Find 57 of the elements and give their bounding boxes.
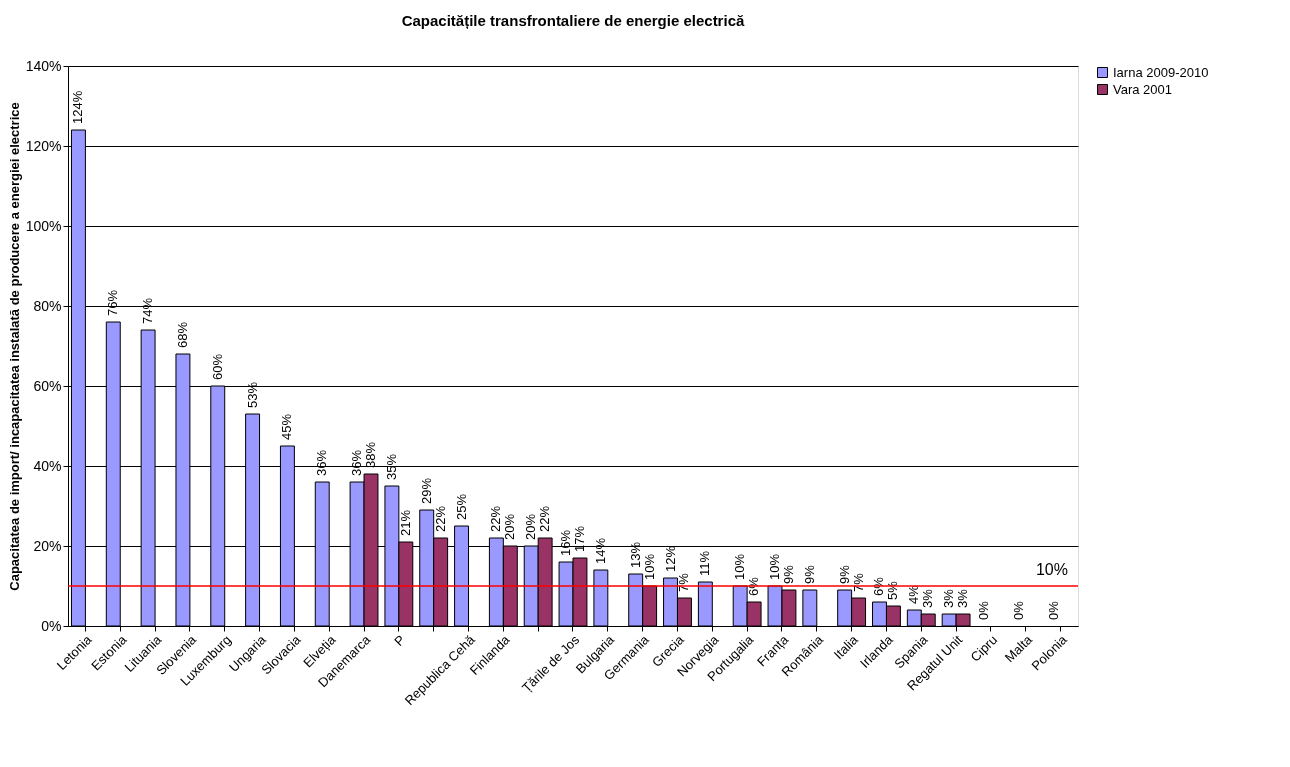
data-label: 45% (279, 413, 295, 440)
data-label: 16% (558, 529, 574, 556)
data-label: 9% (836, 564, 852, 584)
data-label: 3% (955, 588, 971, 608)
data-label: 9% (801, 564, 817, 584)
data-label: 4% (906, 584, 922, 604)
data-label: 0% (1045, 600, 1061, 620)
legend-label: Iarna 2009-2010 (1113, 64, 1209, 80)
data-label: 0% (975, 600, 991, 620)
data-label: 124% (70, 90, 86, 124)
data-label: 12% (662, 545, 678, 572)
data-label: 38% (363, 441, 378, 468)
data-label: 7% (850, 572, 866, 592)
data-label: 20% (523, 513, 539, 540)
data-label: 20% (502, 513, 518, 540)
data-label: 60% (209, 353, 225, 380)
data-label: 5% (885, 580, 901, 600)
data-label: 74% (140, 297, 156, 324)
y-tick-label: 100% (25, 217, 62, 234)
y-tick-label: 40% (33, 457, 62, 474)
ref-line-label: 10% (1035, 561, 1068, 578)
data-label: 0% (1010, 600, 1026, 620)
data-label: 6% (871, 576, 887, 596)
data-label: 36% (314, 449, 330, 476)
data-label: 35% (383, 453, 399, 480)
y-tick-label: 80% (33, 297, 62, 314)
data-label: 29% (418, 477, 434, 504)
y-tick-label: 60% (33, 377, 62, 394)
data-label: 14% (592, 537, 608, 564)
y-tick-label: 140% (25, 57, 62, 74)
data-label: 3% (920, 588, 936, 608)
data-label: 6% (746, 576, 762, 596)
y-tick-label: 20% (33, 537, 62, 554)
data-label: 3% (941, 588, 957, 608)
data-label: 21% (397, 509, 413, 536)
data-label: 25% (453, 493, 469, 520)
legend-label: Vara 2001 (1113, 81, 1173, 97)
data-label: 22% (537, 505, 553, 532)
data-label: 17% (571, 525, 587, 552)
data-label: 22% (432, 505, 448, 532)
y-tick-label: 120% (25, 137, 62, 154)
data-label: 68% (174, 321, 190, 348)
data-label: 9% (780, 564, 796, 584)
y-tick-label: 0% (41, 617, 62, 634)
data-label: 53% (244, 381, 260, 408)
data-label: 22% (488, 505, 504, 532)
data-label: 7% (676, 572, 692, 592)
data-label: 10% (767, 553, 782, 580)
data-label: 36% (349, 449, 365, 476)
data-label: 11% (697, 550, 713, 576)
data-label: 76% (105, 289, 121, 316)
x-tick-label: P (391, 632, 409, 649)
chart-title: Capacitățile transfrontaliere de energie electrică (401, 12, 745, 29)
data-label: 10% (641, 553, 657, 580)
data-label: 10% (732, 553, 748, 580)
data-label: 13% (627, 541, 643, 568)
y-axis-title: Capacitatea de import/ incapacitatea instalată de producere a energiei electrice (6, 102, 22, 591)
